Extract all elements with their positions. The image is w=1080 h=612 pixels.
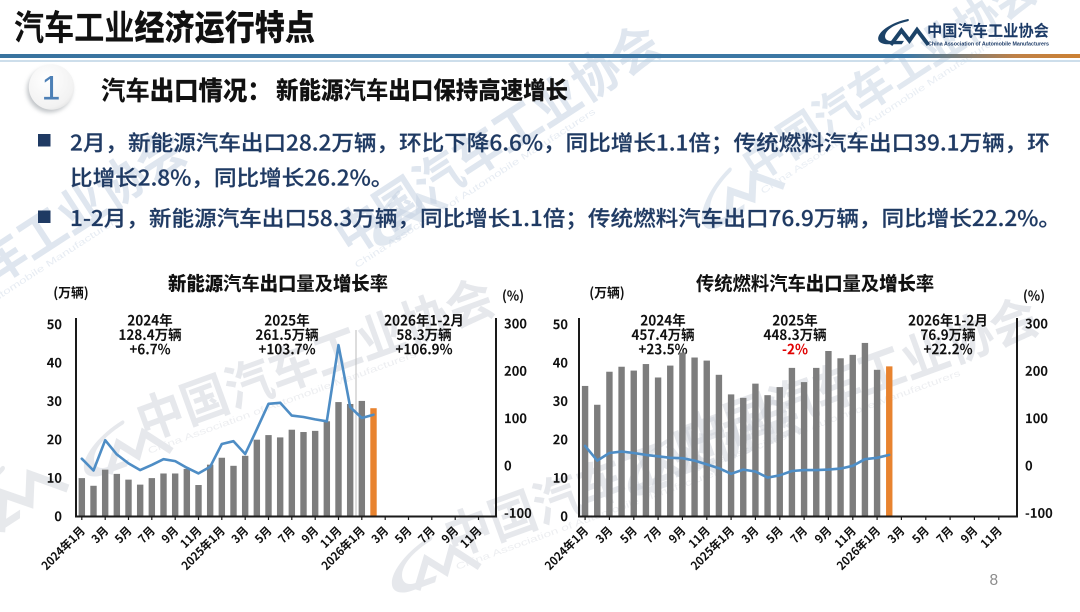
svg-text:1: 1 — [42, 70, 61, 108]
svg-text:China Association of Automobil: China Association of Automobile Manufact… — [928, 42, 1049, 48]
svg-text:8: 8 — [990, 572, 999, 589]
